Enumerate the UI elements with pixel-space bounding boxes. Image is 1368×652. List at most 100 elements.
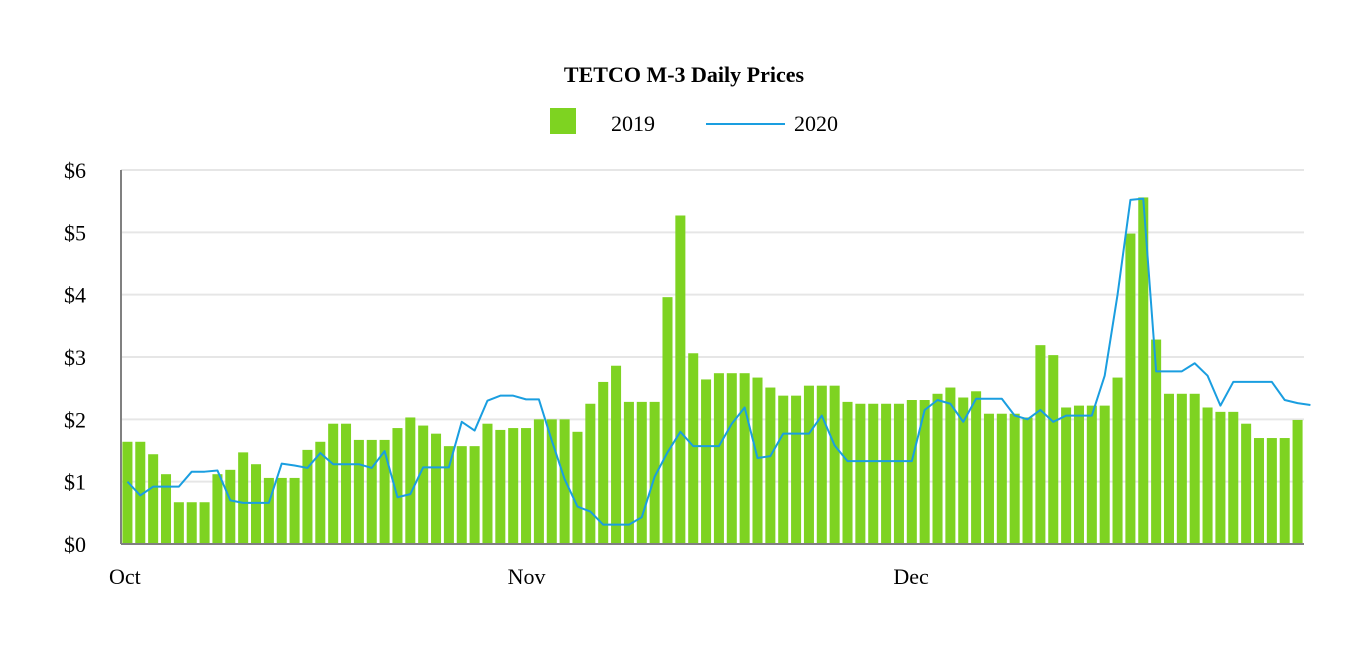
bar <box>1266 438 1277 544</box>
y-tick-label: $5 <box>64 220 86 245</box>
bar <box>572 431 583 544</box>
bar <box>739 373 750 544</box>
bar <box>431 433 442 544</box>
bar <box>418 425 429 544</box>
bar <box>135 441 146 544</box>
bar <box>855 403 866 544</box>
bar <box>932 393 943 544</box>
series-2020-line-group <box>126 197 1311 526</box>
series-2019-bars <box>122 197 1303 544</box>
x-tick-label: Oct <box>109 564 141 589</box>
bar <box>1292 419 1303 544</box>
bar <box>1151 339 1162 544</box>
bar <box>1009 413 1020 544</box>
series-2020-line <box>126 197 1311 526</box>
bar <box>701 379 712 544</box>
bar <box>482 423 493 544</box>
bar <box>1086 405 1097 544</box>
bar <box>996 413 1007 544</box>
bar <box>636 401 647 544</box>
bar <box>1163 393 1174 544</box>
bar <box>302 449 313 544</box>
bar <box>688 353 699 544</box>
legend-label-2019: 2019 <box>611 111 655 136</box>
bar <box>251 464 262 544</box>
legend-swatch-2019 <box>550 108 576 134</box>
bar <box>778 395 789 544</box>
bar <box>212 474 223 544</box>
y-tick-label: $4 <box>64 283 86 308</box>
bar <box>842 401 853 544</box>
bar <box>341 423 352 544</box>
bar <box>443 446 454 544</box>
y-tick-label: $6 <box>64 158 86 183</box>
bar <box>958 397 969 544</box>
bar <box>186 502 197 544</box>
bar <box>1125 233 1136 544</box>
y-tick-label: $1 <box>64 470 86 495</box>
y-tick-label: $2 <box>64 407 86 432</box>
bar <box>1189 393 1200 544</box>
bar <box>160 474 172 544</box>
bar <box>1228 411 1239 544</box>
bar <box>765 387 776 544</box>
bar <box>1112 377 1123 544</box>
bar <box>521 428 532 544</box>
bar <box>752 377 763 544</box>
y-tick-label: $3 <box>64 345 86 370</box>
bar <box>1202 407 1213 544</box>
x-axis-ticks: Oct Nov Dec <box>109 564 929 589</box>
bar <box>598 381 609 544</box>
bar <box>1035 345 1046 544</box>
bar <box>1073 405 1084 544</box>
bar <box>983 413 994 544</box>
bar <box>1279 438 1290 544</box>
bar <box>906 400 917 544</box>
bar <box>713 373 724 544</box>
bar <box>173 502 184 544</box>
bar <box>791 395 802 544</box>
bar <box>546 419 557 544</box>
bar <box>495 429 506 544</box>
y-tick-label: $0 <box>64 532 86 557</box>
bar <box>1048 355 1059 544</box>
bar <box>726 373 737 544</box>
bar <box>1176 393 1187 544</box>
bar <box>881 403 892 544</box>
bar <box>675 215 686 544</box>
bar <box>623 401 634 544</box>
bar <box>199 502 210 544</box>
y-axis-ticks: $0 $1 $2 $3 $4 $5 $6 <box>64 158 86 557</box>
bar <box>1099 405 1110 544</box>
bar <box>353 439 364 544</box>
bar <box>803 385 814 544</box>
bar <box>456 446 467 544</box>
bar <box>405 417 416 544</box>
bar <box>289 477 300 544</box>
bar <box>366 439 377 544</box>
bar <box>816 385 827 544</box>
bar <box>148 454 159 544</box>
bar <box>225 469 236 544</box>
bar <box>315 441 326 544</box>
bar <box>662 297 673 544</box>
bar <box>868 403 879 544</box>
bar <box>919 400 930 544</box>
bar <box>585 403 596 544</box>
x-tick-label: Dec <box>893 564 929 589</box>
bar <box>533 419 544 544</box>
bar <box>1253 438 1265 544</box>
bar <box>1215 411 1226 544</box>
bar <box>1022 417 1033 544</box>
bar <box>379 439 390 544</box>
bar <box>945 387 956 544</box>
legend: 2019 2020 <box>550 108 838 136</box>
bar <box>971 391 982 544</box>
bar <box>611 365 622 544</box>
bar <box>1138 197 1149 544</box>
bar <box>122 441 133 544</box>
chart-title: TETCO M-3 Daily Prices <box>564 62 805 87</box>
bar <box>469 446 480 544</box>
bar <box>1241 423 1252 544</box>
